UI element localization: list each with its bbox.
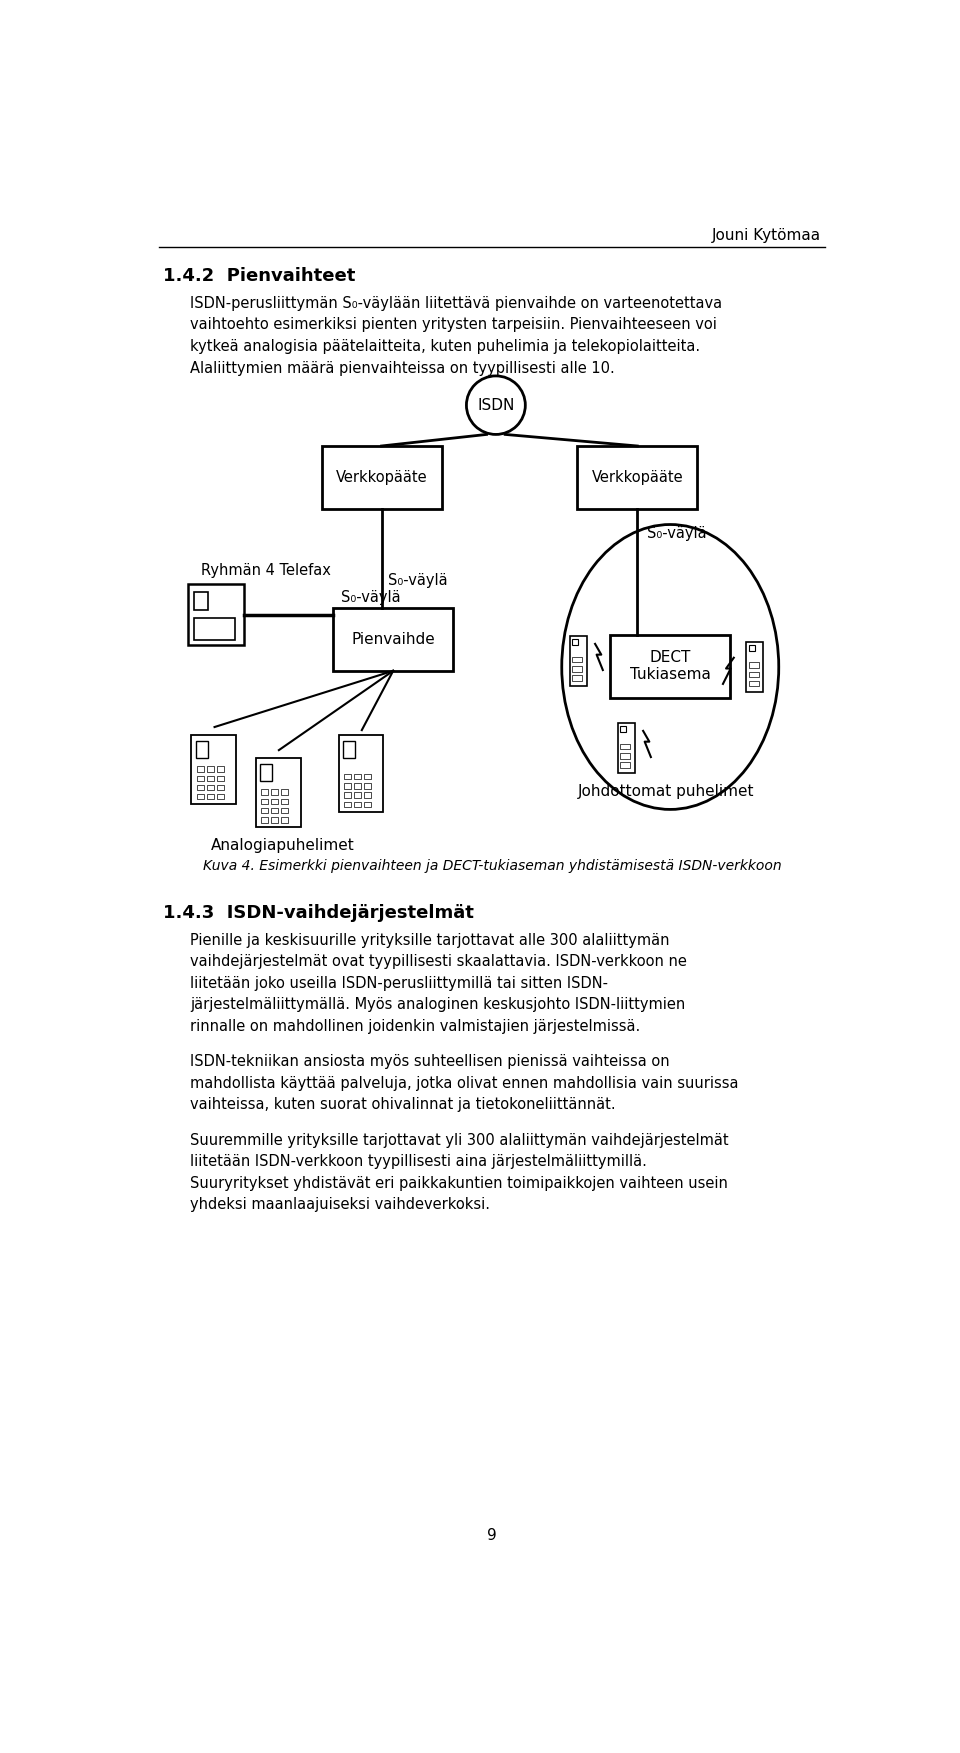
Text: Kuva 4. Esimerkki pienvaihteen ja DECT-tukiaseman yhdistämisestä ISDN-verkkoon: Kuva 4. Esimerkki pienvaihteen ja DECT-t… [203,859,781,873]
Bar [620,763,630,768]
Text: Pienvaihde: Pienvaihde [351,631,435,647]
Text: Suuremmille yrityksille tarjottavat yli 300 alaliittymän vaihdejärjestelmät: Suuremmille yrityksille tarjottavat yli … [190,1132,729,1148]
Text: Verkkopääte: Verkkopääte [591,470,684,486]
Bar [344,784,351,789]
Bar [271,789,278,794]
Text: Analogiapuhelimet: Analogiapuhelimet [211,838,354,854]
Bar [206,794,214,799]
Bar [364,801,372,806]
Text: vaihtoehto esimerkiksi pienten yritysten tarpeisiin. Pienvaihteeseen voi: vaihtoehto esimerkiksi pienten yritysten… [190,317,716,333]
Bar [217,775,224,780]
Bar [569,636,587,685]
Text: Ryhmän 4 Telefax: Ryhmän 4 Telefax [202,563,331,578]
Bar [749,671,758,677]
Bar [197,766,204,771]
Text: S₀-väylä: S₀-väylä [388,573,447,589]
Bar [271,808,278,813]
Bar [749,680,758,685]
Bar [620,743,630,749]
Text: liitetään ISDN-verkkoon tyypillisesti aina järjestelmäliittymillä.: liitetään ISDN-verkkoon tyypillisesti ai… [190,1155,647,1169]
Text: liitetään joko useilla ISDN-perusliittymillä tai sitten ISDN-: liitetään joko useilla ISDN-perusliittym… [190,976,608,990]
Bar [196,742,207,757]
Bar [281,817,288,822]
Bar [572,640,578,645]
Text: 9: 9 [487,1529,497,1543]
Bar [354,775,361,780]
Text: ISDN: ISDN [477,398,515,412]
Text: järjestelmäliittymällä. Myös analoginen keskusjohto ISDN-liittymien: järjestelmäliittymällä. Myös analoginen … [190,997,685,1011]
Ellipse shape [562,524,779,810]
Bar [271,817,278,822]
Text: kytkeä analogisia päätelaitteita, kuten puhelimia ja telekopiolaitteita.: kytkeä analogisia päätelaitteita, kuten … [190,338,700,354]
Bar [344,792,351,798]
Bar [194,591,208,610]
Bar [261,799,268,805]
Text: 1.4.2  Pienvaihteet: 1.4.2 Pienvaihteet [162,266,355,284]
Bar [217,766,224,771]
Bar [364,775,372,780]
Bar [611,635,731,698]
Bar [281,799,288,805]
Bar [191,735,236,805]
Text: ISDN-tekniikan ansiosta myös suhteellisen pienissä vaihteissa on: ISDN-tekniikan ansiosta myös suhteellise… [190,1054,669,1069]
Text: rinnalle on mahdollinen joidenkin valmistajien järjestelmissä.: rinnalle on mahdollinen joidenkin valmis… [190,1018,640,1034]
Bar [206,785,214,791]
Bar [261,789,268,794]
Text: Jouni Kytömaa: Jouni Kytömaa [712,228,822,244]
Text: Suuryritykset yhdistävät eri paikkakuntien toimipaikkojen vaihteen usein: Suuryritykset yhdistävät eri paikkakunti… [190,1176,728,1190]
Text: mahdollista käyttää palveluja, jotka olivat ennen mahdollisia vain suurissa: mahdollista käyttää palveluja, jotka oli… [190,1076,738,1090]
Text: S₀-väylä: S₀-väylä [647,526,707,542]
Bar [197,775,204,780]
Circle shape [467,375,525,435]
Bar [194,619,234,640]
Bar [746,642,763,692]
Bar [322,445,442,508]
Bar [271,799,278,805]
Bar [260,764,272,780]
Text: yhdeksi maanlaajuiseksi vaihdeverkoksi.: yhdeksi maanlaajuiseksi vaihdeverkoksi. [190,1197,490,1213]
Bar [188,584,244,645]
Bar [749,663,758,668]
Text: vaihdejärjestelmät ovat tyypillisesti skaalattavia. ISDN-verkkoon ne: vaihdejärjestelmät ovat tyypillisesti sk… [190,954,686,969]
Bar [572,666,582,671]
Bar [354,792,361,798]
Bar [344,801,351,806]
Text: S₀-väylä: S₀-väylä [341,589,400,605]
Bar [339,735,383,812]
Bar [354,801,361,806]
Bar [197,785,204,791]
Bar [281,789,288,794]
Text: vaihteissa, kuten suorat ohivalinnat ja tietokoneliittännät.: vaihteissa, kuten suorat ohivalinnat ja … [190,1097,615,1113]
Text: Verkkopääte: Verkkopääte [336,470,427,486]
Text: DECT
Tukiasema: DECT Tukiasema [630,650,710,682]
Bar [206,775,214,780]
Bar [333,608,453,671]
Text: Alaliittymien määrä pienvaihteissa on tyypillisesti alle 10.: Alaliittymien määrä pienvaihteissa on ty… [190,361,614,375]
Text: ISDN-perusliittymän S₀-väylään liitettävä pienvaihde on varteenotettava: ISDN-perusliittymän S₀-väylään liitettäv… [190,296,722,310]
Bar [217,794,224,799]
Bar [197,794,204,799]
Bar [620,754,630,759]
Text: 1.4.3  ISDN-vaihdejärjestelmät: 1.4.3 ISDN-vaihdejärjestelmät [162,905,473,922]
Bar [577,445,697,508]
Bar [255,757,300,827]
Bar [617,724,635,773]
Bar [364,792,372,798]
Bar [364,784,372,789]
Bar [206,766,214,771]
Bar [261,808,268,813]
Bar [344,742,355,757]
Bar [354,784,361,789]
Bar [217,785,224,791]
Bar [749,645,755,650]
Bar [620,726,626,733]
Bar [572,657,582,663]
Text: Johdottomat puhelimet: Johdottomat puhelimet [578,784,755,799]
Bar [344,775,351,780]
Bar [281,808,288,813]
Text: Pienille ja keskisuurille yrityksille tarjottavat alle 300 alaliittymän: Pienille ja keskisuurille yrityksille ta… [190,933,669,948]
Bar [572,675,582,680]
Bar [261,817,268,822]
